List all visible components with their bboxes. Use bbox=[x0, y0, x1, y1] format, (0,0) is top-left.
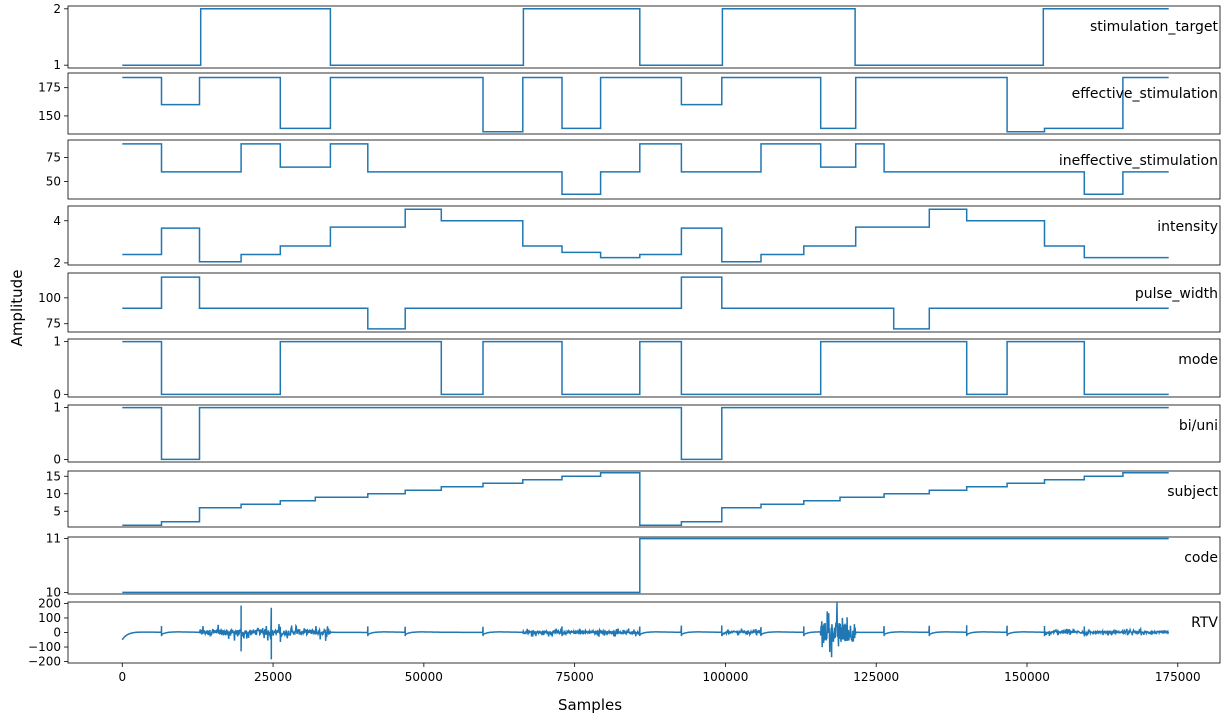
panel-frame bbox=[67, 139, 1221, 200]
y-tick-label: 100 bbox=[38, 291, 61, 305]
y-tick-label: 10 bbox=[46, 585, 61, 599]
panel-intensity: 2 4 intensity bbox=[53, 205, 1221, 270]
y-tick-label: 75 bbox=[46, 317, 61, 331]
y-axis-label: Amplitude bbox=[8, 270, 26, 347]
series-line-bi-uni bbox=[122, 406, 1169, 461]
y-tick-label: 0 bbox=[53, 626, 61, 640]
y-tick-label: 0 bbox=[53, 387, 61, 401]
panel-frame bbox=[67, 470, 1221, 528]
y-tick-label: 5 bbox=[53, 504, 61, 518]
x-tick-label: 50000 bbox=[405, 670, 443, 684]
x-tick-label: 0 bbox=[118, 670, 126, 684]
y-tick-label: 0 bbox=[53, 452, 61, 466]
panel-label-code: code bbox=[1184, 550, 1218, 566]
y-tick-label: 2 bbox=[53, 2, 61, 16]
panel-label-intensity: intensity bbox=[1157, 219, 1218, 235]
panel-label-pulse-width: pulse_width bbox=[1135, 286, 1218, 302]
panel-subject: 5 10 15 subject bbox=[46, 469, 1221, 528]
x-tick-label: 150000 bbox=[1004, 670, 1050, 684]
panel-code: 10 11 code bbox=[46, 532, 1221, 599]
series-line-intensity bbox=[122, 208, 1169, 263]
panel-label-stimulation-target: stimulation_target bbox=[1090, 19, 1219, 35]
panel-label-mode: mode bbox=[1178, 352, 1218, 368]
panel-frame bbox=[67, 272, 1221, 333]
y-tick-label: 4 bbox=[53, 214, 61, 228]
panel-label-ineffective-stimulation: ineffective_stimulation bbox=[1059, 153, 1218, 169]
series-line-pulse-width bbox=[122, 276, 1169, 330]
panel-frame bbox=[67, 404, 1221, 463]
panel-frame bbox=[67, 338, 1221, 398]
y-tick-label: −200 bbox=[28, 655, 61, 669]
series-line-effective-stimulation bbox=[122, 76, 1169, 133]
y-tick-label: 11 bbox=[46, 532, 61, 546]
y-tick-label: 175 bbox=[38, 81, 61, 95]
panel-effective-stimulation: 150 175 effective_stimulation bbox=[38, 72, 1221, 135]
panel-pulse-width: 75 100 pulse_width bbox=[38, 272, 1221, 333]
y-tick-label: 15 bbox=[46, 469, 61, 483]
y-tick-label: 100 bbox=[38, 611, 61, 625]
y-tick-label: 50 bbox=[46, 175, 61, 189]
x-tick-label: 25000 bbox=[254, 670, 292, 684]
y-tick-label: 1 bbox=[53, 335, 61, 349]
panel-frame bbox=[67, 72, 1221, 135]
x-tick-label: 100000 bbox=[703, 670, 749, 684]
y-tick-label: −100 bbox=[28, 640, 61, 654]
y-tick-label: 150 bbox=[38, 109, 61, 123]
panel-label-bi-uni: bi/uni bbox=[1179, 418, 1218, 434]
panel-mode: 0 1 mode bbox=[53, 335, 1221, 401]
y-tick-label: 2 bbox=[53, 256, 61, 270]
series-line-rtv bbox=[121, 602, 1170, 660]
panel-label-rtv: RTV bbox=[1191, 615, 1218, 631]
x-axis-label: Samples bbox=[558, 696, 622, 714]
x-tick-label: 125000 bbox=[853, 670, 899, 684]
series-line-stimulation-target bbox=[122, 8, 1169, 66]
shared-x-axis: 0 25000 50000 75000 100000 125000 150000 175000 bbox=[118, 663, 1201, 684]
series-line-code bbox=[122, 537, 1169, 594]
y-tick-label: 1 bbox=[53, 401, 61, 415]
panel-frame bbox=[67, 536, 1221, 595]
panel-frame bbox=[67, 5, 1221, 69]
panel-ineffective-stimulation: 50 75 ineffective_stimulation bbox=[46, 139, 1221, 200]
panel-frame bbox=[67, 205, 1221, 266]
panel-stimulation-target: 1 2 stimulation_target bbox=[53, 2, 1221, 72]
x-tick-label: 75000 bbox=[556, 670, 594, 684]
panel-bi-uni: 0 1 bi/uni bbox=[53, 401, 1221, 466]
panel-label-effective-stimulation: effective_stimulation bbox=[1072, 86, 1218, 102]
y-tick-label: 10 bbox=[46, 487, 61, 501]
series-line-subject bbox=[122, 472, 1169, 527]
y-tick-label: 1 bbox=[53, 58, 61, 72]
series-line-mode bbox=[122, 340, 1169, 396]
y-tick-label: 200 bbox=[38, 596, 61, 610]
y-tick-label: 75 bbox=[46, 150, 61, 164]
x-tick-label: 175000 bbox=[1155, 670, 1201, 684]
series-line-ineffective-stimulation bbox=[122, 143, 1169, 195]
panel-label-subject: subject bbox=[1167, 484, 1218, 500]
